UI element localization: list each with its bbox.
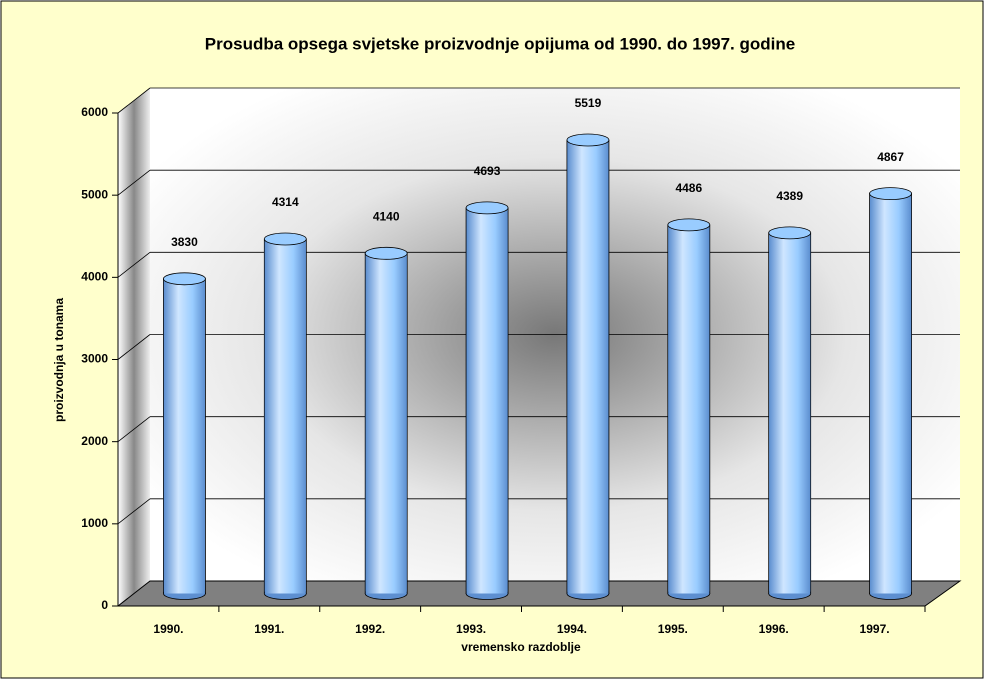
y-tick-label: 2000	[81, 434, 108, 448]
bar-body	[163, 278, 205, 594]
bar-top	[263, 232, 307, 246]
bar-body	[769, 232, 811, 594]
y-tick-label: 1000	[81, 516, 108, 530]
x-tick-label: 1997.	[860, 622, 890, 636]
floor	[116, 580, 962, 607]
data-label: 4314	[272, 195, 299, 209]
x-axis-label: vremensko razdoblje	[461, 640, 581, 654]
data-label: 4389	[776, 189, 803, 203]
grid-line	[117, 334, 151, 360]
y-tick-label: 5000	[81, 187, 108, 201]
bar-body	[567, 140, 609, 594]
data-label: 4693	[474, 164, 501, 178]
data-label: 4486	[675, 181, 702, 195]
data-label: 4140	[373, 210, 400, 224]
bar-body	[466, 207, 508, 594]
bar-top	[566, 133, 610, 147]
grid-line	[117, 498, 151, 525]
y-tick-label: 6000	[81, 105, 108, 119]
x-tick-label: 1995.	[658, 622, 688, 636]
bar-top	[869, 187, 912, 200]
x-tick-label: 1996.	[759, 622, 789, 636]
x-tick-label: 1991.	[254, 622, 284, 636]
grid-line	[117, 252, 151, 278]
bar-top	[364, 246, 408, 260]
bar-top	[465, 201, 509, 215]
chart-title: Prosudba opsega svjetske proizvodnje opi…	[205, 34, 795, 53]
y-tick-label: 4000	[81, 270, 108, 284]
grid-line	[117, 416, 151, 442]
grid-line	[117, 169, 151, 196]
data-label: 5519	[575, 96, 602, 110]
y-tick-label: 0	[101, 598, 108, 612]
bar-body	[668, 224, 710, 594]
grid-line	[117, 87, 151, 114]
bar-top	[768, 226, 812, 240]
y-tick-label: 3000	[81, 352, 108, 366]
data-label: 4867	[877, 150, 904, 164]
bar-body	[264, 239, 306, 594]
y-axis-label: proizvodnja u tonama	[52, 298, 66, 422]
bar-body	[870, 193, 912, 594]
bar-body	[365, 253, 407, 594]
x-tick-label: 1992.	[355, 622, 385, 636]
bar-top	[163, 272, 206, 286]
x-tick-label: 1993.	[456, 622, 486, 636]
x-tick-label: 1990.	[153, 622, 183, 636]
bar-top	[667, 218, 711, 232]
data-label: 3830	[171, 235, 198, 249]
x-tick-label: 1994.	[557, 622, 587, 636]
